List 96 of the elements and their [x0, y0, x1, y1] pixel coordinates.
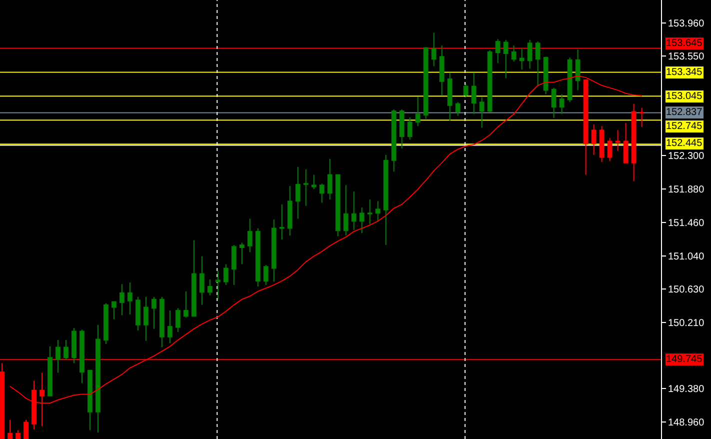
- candlestick: [223, 264, 228, 286]
- candlestick: [128, 282, 132, 315]
- ref-line-label: 153.345: [666, 67, 703, 78]
- candlestick: [599, 126, 604, 163]
- candlestick: [607, 138, 612, 162]
- candlestick: [303, 168, 308, 206]
- candlestick: [295, 166, 300, 220]
- candlestick: [287, 185, 292, 236]
- candlestick: [183, 290, 188, 318]
- candlestick: [64, 340, 68, 360]
- ref-line-label: 152.445: [666, 138, 703, 149]
- candlestick: [423, 46, 428, 120]
- candlestick: [191, 240, 196, 317]
- candlestick: [407, 116, 412, 140]
- candlestick: [615, 130, 620, 152]
- candlestick: [575, 48, 580, 91]
- candlestick: [255, 228, 260, 288]
- candlestick: [335, 174, 340, 237]
- candlestick: [367, 199, 372, 225]
- y-tick-label: 151.460: [668, 218, 705, 230]
- candlestick: [207, 278, 212, 296]
- y-tick-label: 152.300: [668, 151, 705, 162]
- ref-line-label: 153.045: [666, 91, 703, 102]
- candlestick: [104, 302, 108, 345]
- candlestick: [431, 32, 436, 67]
- y-tick-label: 148.960: [668, 418, 705, 429]
- candlestick: [567, 56, 572, 103]
- candlestick: [136, 296, 140, 331]
- candlestick: [479, 96, 484, 128]
- candlestick: [639, 107, 644, 128]
- candlestick: [519, 47, 524, 70]
- candlestick: [112, 301, 116, 320]
- candlestick: [144, 296, 148, 342]
- candlestick: [271, 219, 276, 282]
- ref-line-label: 152.837: [666, 107, 703, 118]
- candlestick: [120, 284, 124, 316]
- candlestick: [247, 218, 252, 253]
- candlestick: [231, 244, 236, 286]
- candlestick: [16, 430, 20, 439]
- candlestick: [0, 362, 4, 439]
- y-tick-label: 153.960: [668, 18, 705, 30]
- candlestick: [327, 158, 332, 200]
- candlestick: [88, 370, 92, 431]
- candlestick: [151, 296, 156, 330]
- candlestick: [495, 38, 500, 64]
- candlestick: [487, 50, 492, 114]
- ref-line-label: 149.745: [666, 354, 703, 365]
- candlestick: [279, 204, 284, 240]
- candlestick: [167, 310, 172, 344]
- candlestick: [631, 103, 636, 182]
- y-tick-label: 153.550: [668, 51, 705, 62]
- candlestick: [239, 242, 244, 265]
- candlestick: [311, 174, 316, 190]
- candlestick: [383, 154, 388, 246]
- y-tick-label: 151.880: [668, 184, 705, 196]
- candlestick: [351, 191, 356, 230]
- candlestick: [175, 308, 180, 333]
- candlestick: [415, 96, 420, 127]
- ref-line-label: 152.745: [666, 121, 703, 132]
- y-tick-label: 150.210: [668, 318, 705, 329]
- candlestick: [56, 340, 60, 374]
- candlestick: [535, 41, 540, 87]
- candlestick: [72, 328, 76, 364]
- candlestick: [623, 122, 628, 164]
- candlestick: [471, 72, 476, 115]
- y-tick-label: 151.040: [668, 252, 705, 263]
- y-tick-label: 150.630: [668, 284, 705, 296]
- candlestick: [559, 94, 564, 115]
- candlestick: [543, 56, 548, 95]
- candlestick: [583, 79, 588, 176]
- candlestick: [375, 200, 380, 222]
- candlestick: [159, 296, 164, 348]
- candlestick: [463, 83, 468, 98]
- candlestick: [447, 72, 452, 122]
- candlestick: [455, 102, 460, 116]
- y-tick-label: 149.380: [668, 384, 705, 396]
- candlestick: [80, 329, 84, 384]
- candlestick: [199, 256, 204, 306]
- candlestick: [439, 45, 444, 96]
- candlestick: [24, 419, 28, 439]
- candlestick: [263, 264, 268, 286]
- ref-line-label: 153.645: [666, 38, 703, 49]
- candlestick: [96, 324, 100, 434]
- candlestick: [527, 39, 532, 70]
- candlestick: [503, 39, 508, 79]
- candlestick: [399, 108, 404, 149]
- candlestick: [359, 207, 364, 234]
- candlestick: [343, 184, 348, 236]
- candlestick: [319, 183, 324, 204]
- candlestick: [8, 419, 12, 439]
- candlestick: [511, 45, 516, 62]
- candlestick: [215, 270, 220, 300]
- candlestick: [48, 346, 52, 396]
- candlestick: [551, 87, 556, 119]
- candlestick: [591, 124, 596, 156]
- candlestick: [391, 108, 396, 172]
